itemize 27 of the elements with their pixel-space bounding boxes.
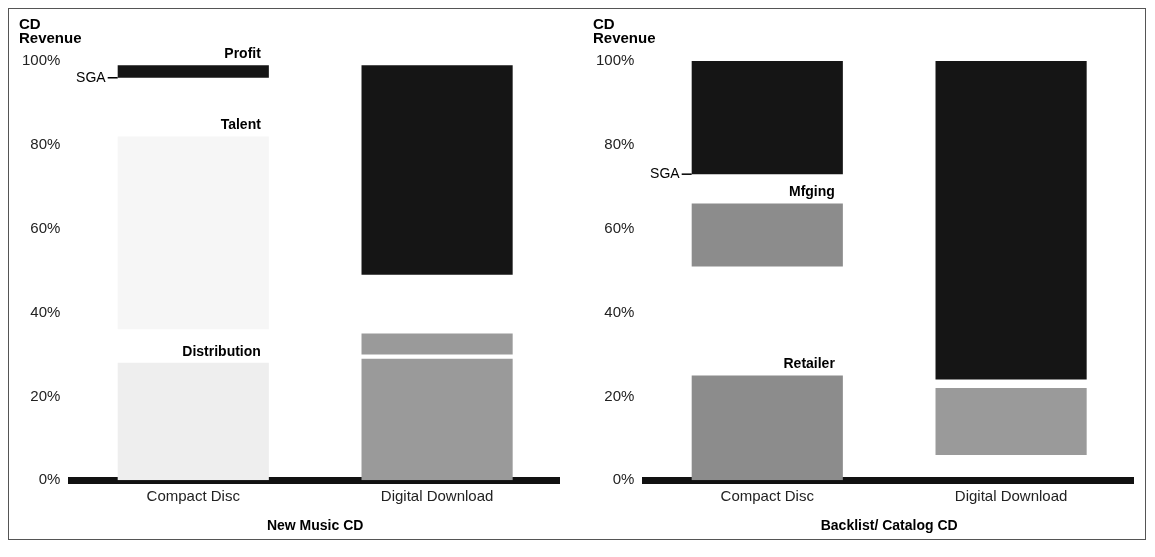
series-label: Talent (220, 116, 262, 133)
y-axis-title: CD Revenue (593, 15, 656, 46)
series-label: Distribution (182, 342, 261, 359)
x-tick-label: Compact Disc (146, 487, 241, 505)
x-axis-title: New Music CD (266, 517, 364, 534)
y-tick-label: 60% (604, 218, 635, 236)
x-tick-label: Digital Download (954, 487, 1068, 505)
x-tick-label: Digital Download (380, 487, 494, 505)
y-tick-label: 80% (30, 134, 61, 152)
y-tick-label: 40% (604, 302, 635, 320)
x-tick-label: Compact Disc (720, 487, 815, 505)
series-label: Profit (224, 45, 262, 62)
y-tick-label: 20% (30, 386, 61, 404)
y-tick-label: 20% (604, 386, 635, 404)
y-tick-label: 100% (595, 51, 635, 69)
x-axis-title: Backlist/ Catalog CD (820, 517, 958, 534)
y-tick-label: 80% (604, 134, 635, 152)
series-label: Retailer (783, 355, 836, 372)
series-label: Mfging (788, 183, 835, 200)
ref-line-label: SGA (650, 165, 681, 182)
y-tick-label: 0% (612, 470, 635, 488)
y-tick-label: 60% (30, 218, 61, 236)
y-tick-label: 0% (38, 470, 61, 488)
y-tick-label: 100% (21, 51, 61, 69)
ref-line-label: SGA (76, 68, 107, 85)
y-tick-label: 40% (30, 302, 61, 320)
y-axis-title: CD Revenue (19, 15, 82, 46)
